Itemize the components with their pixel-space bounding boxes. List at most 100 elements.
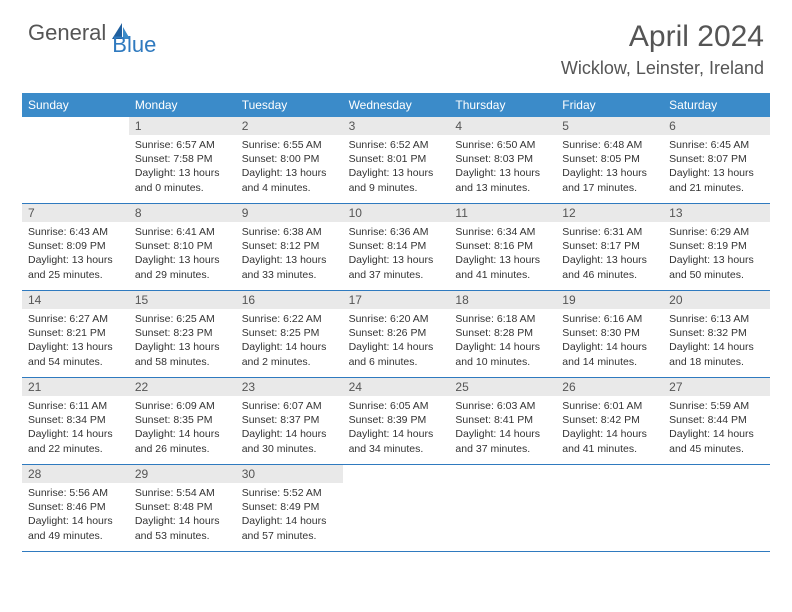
sunrise-text: Sunrise: 6:27 AM	[28, 312, 123, 326]
logo-text-general: General	[28, 20, 106, 46]
daylight-text: and 45 minutes.	[669, 442, 764, 456]
sunrise-text: Sunrise: 6:11 AM	[28, 399, 123, 413]
day-cell: 9Sunrise: 6:38 AMSunset: 8:12 PMDaylight…	[236, 204, 343, 290]
day-header: Sunday	[22, 93, 129, 117]
daylight-text: and 34 minutes.	[349, 442, 444, 456]
sunrise-text: Sunrise: 5:59 AM	[669, 399, 764, 413]
week-row: 28Sunrise: 5:56 AMSunset: 8:46 PMDayligh…	[22, 465, 770, 552]
month-title: April 2024	[561, 20, 764, 54]
day-number: 1	[129, 117, 236, 135]
location-text: Wicklow, Leinster, Ireland	[561, 58, 764, 79]
daylight-text: and 53 minutes.	[135, 529, 230, 543]
daylight-text: and 33 minutes.	[242, 268, 337, 282]
sunrise-text: Sunrise: 6:57 AM	[135, 138, 230, 152]
day-cell: 7Sunrise: 6:43 AMSunset: 8:09 PMDaylight…	[22, 204, 129, 290]
daylight-text: and 13 minutes.	[455, 181, 550, 195]
sunrise-text: Sunrise: 6:38 AM	[242, 225, 337, 239]
day-cell: 14Sunrise: 6:27 AMSunset: 8:21 PMDayligh…	[22, 291, 129, 377]
sunrise-text: Sunrise: 6:52 AM	[349, 138, 444, 152]
day-number: 30	[236, 465, 343, 483]
sunset-text: Sunset: 8:09 PM	[28, 239, 123, 253]
daylight-text: Daylight: 13 hours	[669, 253, 764, 267]
daylight-text: Daylight: 14 hours	[242, 514, 337, 528]
daylight-text: Daylight: 13 hours	[28, 340, 123, 354]
day-cell: 5Sunrise: 6:48 AMSunset: 8:05 PMDaylight…	[556, 117, 663, 203]
day-number: 29	[129, 465, 236, 483]
sunrise-text: Sunrise: 6:48 AM	[562, 138, 657, 152]
day-cell: 25Sunrise: 6:03 AMSunset: 8:41 PMDayligh…	[449, 378, 556, 464]
sunrise-text: Sunrise: 6:01 AM	[562, 399, 657, 413]
sunrise-text: Sunrise: 5:54 AM	[135, 486, 230, 500]
daylight-text: Daylight: 14 hours	[455, 340, 550, 354]
daylight-text: and 26 minutes.	[135, 442, 230, 456]
day-number: 9	[236, 204, 343, 222]
daylight-text: and 58 minutes.	[135, 355, 230, 369]
logo-text-blue: Blue	[112, 32, 156, 58]
daylight-text: and 10 minutes.	[455, 355, 550, 369]
daylight-text: and 0 minutes.	[135, 181, 230, 195]
daylight-text: Daylight: 13 hours	[135, 166, 230, 180]
day-number: 18	[449, 291, 556, 309]
sunset-text: Sunset: 8:39 PM	[349, 413, 444, 427]
daylight-text: Daylight: 13 hours	[562, 166, 657, 180]
sunset-text: Sunset: 8:21 PM	[28, 326, 123, 340]
day-number: 25	[449, 378, 556, 396]
sunrise-text: Sunrise: 6:13 AM	[669, 312, 764, 326]
day-header: Wednesday	[343, 93, 450, 117]
day-number: 22	[129, 378, 236, 396]
day-cell: 4Sunrise: 6:50 AMSunset: 8:03 PMDaylight…	[449, 117, 556, 203]
day-cell: 27Sunrise: 5:59 AMSunset: 8:44 PMDayligh…	[663, 378, 770, 464]
sunrise-text: Sunrise: 6:31 AM	[562, 225, 657, 239]
daylight-text: Daylight: 13 hours	[455, 253, 550, 267]
day-cell: 1Sunrise: 6:57 AMSunset: 7:58 PMDaylight…	[129, 117, 236, 203]
sunrise-text: Sunrise: 6:29 AM	[669, 225, 764, 239]
daylight-text: Daylight: 13 hours	[349, 253, 444, 267]
sunrise-text: Sunrise: 6:41 AM	[135, 225, 230, 239]
daylight-text: and 41 minutes.	[455, 268, 550, 282]
day-number: 16	[236, 291, 343, 309]
sunrise-text: Sunrise: 6:07 AM	[242, 399, 337, 413]
daylight-text: Daylight: 13 hours	[242, 253, 337, 267]
daylight-text: and 37 minutes.	[349, 268, 444, 282]
day-cell: 18Sunrise: 6:18 AMSunset: 8:28 PMDayligh…	[449, 291, 556, 377]
daylight-text: and 25 minutes.	[28, 268, 123, 282]
day-cell: 15Sunrise: 6:25 AMSunset: 8:23 PMDayligh…	[129, 291, 236, 377]
empty-cell	[343, 465, 450, 551]
calendar-grid: SundayMondayTuesdayWednesdayThursdayFrid…	[22, 93, 770, 552]
day-number: 26	[556, 378, 663, 396]
day-header: Monday	[129, 93, 236, 117]
daylight-text: and 22 minutes.	[28, 442, 123, 456]
daylight-text: Daylight: 14 hours	[562, 340, 657, 354]
daylight-text: and 4 minutes.	[242, 181, 337, 195]
day-header: Thursday	[449, 93, 556, 117]
empty-cell	[556, 465, 663, 551]
daylight-text: Daylight: 14 hours	[242, 340, 337, 354]
day-number: 8	[129, 204, 236, 222]
day-number: 6	[663, 117, 770, 135]
daylight-text: and 57 minutes.	[242, 529, 337, 543]
day-number: 23	[236, 378, 343, 396]
day-cell: 23Sunrise: 6:07 AMSunset: 8:37 PMDayligh…	[236, 378, 343, 464]
sunrise-text: Sunrise: 6:22 AM	[242, 312, 337, 326]
week-row: 14Sunrise: 6:27 AMSunset: 8:21 PMDayligh…	[22, 291, 770, 378]
daylight-text: and 14 minutes.	[562, 355, 657, 369]
sunset-text: Sunset: 8:17 PM	[562, 239, 657, 253]
empty-cell	[449, 465, 556, 551]
daylight-text: and 18 minutes.	[669, 355, 764, 369]
day-cell: 10Sunrise: 6:36 AMSunset: 8:14 PMDayligh…	[343, 204, 450, 290]
empty-cell	[663, 465, 770, 551]
sunset-text: Sunset: 8:14 PM	[349, 239, 444, 253]
week-row: 1Sunrise: 6:57 AMSunset: 7:58 PMDaylight…	[22, 117, 770, 204]
daylight-text: and 29 minutes.	[135, 268, 230, 282]
weeks-container: 1Sunrise: 6:57 AMSunset: 7:58 PMDaylight…	[22, 117, 770, 552]
sunrise-text: Sunrise: 6:05 AM	[349, 399, 444, 413]
daylight-text: and 50 minutes.	[669, 268, 764, 282]
sunrise-text: Sunrise: 6:20 AM	[349, 312, 444, 326]
day-number: 7	[22, 204, 129, 222]
daylight-text: Daylight: 13 hours	[562, 253, 657, 267]
day-number: 5	[556, 117, 663, 135]
sunset-text: Sunset: 8:23 PM	[135, 326, 230, 340]
day-number: 17	[343, 291, 450, 309]
daylight-text: Daylight: 13 hours	[349, 166, 444, 180]
day-header-row: SundayMondayTuesdayWednesdayThursdayFrid…	[22, 93, 770, 117]
